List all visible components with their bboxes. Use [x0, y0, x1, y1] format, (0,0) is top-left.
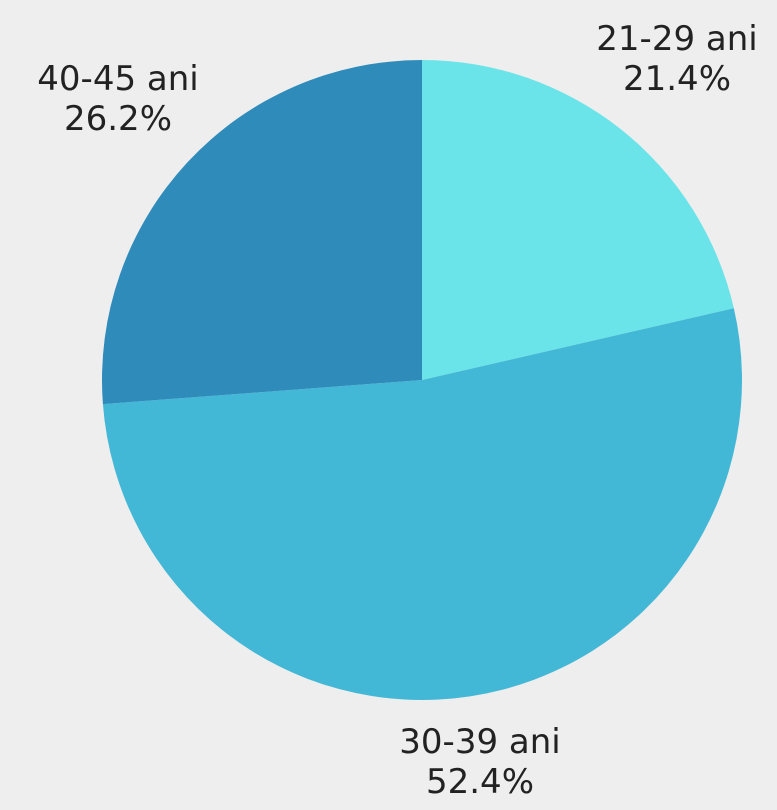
slice-label-2: 30-39 ani	[399, 722, 560, 762]
slice-value-label-2: 52.4%	[426, 762, 534, 802]
pie-slices	[102, 59, 743, 700]
slice-value-label-1: 21.4%	[623, 59, 731, 99]
pie-slice-2	[102, 308, 743, 700]
slice-label-3: 40-45 ani	[37, 59, 198, 99]
pie-slice-1	[422, 59, 734, 380]
slice-value-label-3: 26.2%	[64, 99, 172, 139]
pie-slice-3	[102, 60, 422, 405]
slice-label-1: 21-29 ani	[596, 19, 757, 59]
